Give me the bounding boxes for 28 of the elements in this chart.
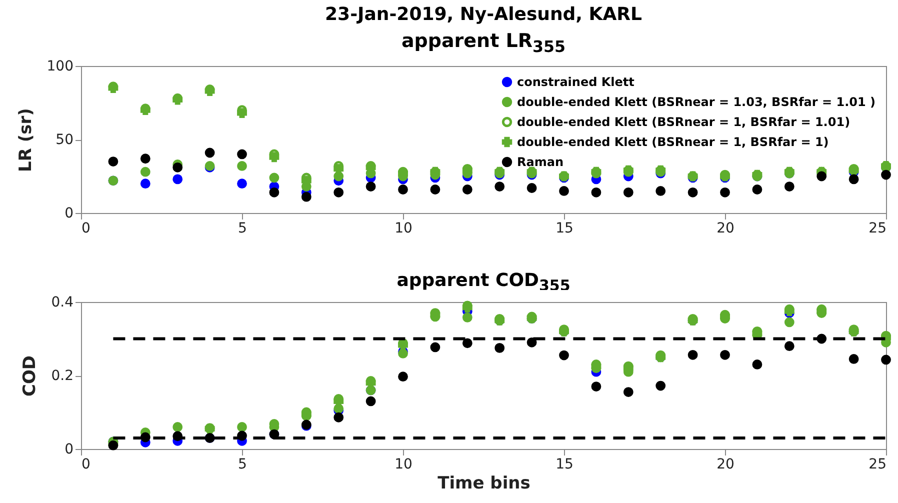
legend-label: double-ended Klett (BSRnear = 1.03, BSRfar = 1.01 ) xyxy=(517,95,876,109)
legend-label: constrained Klett xyxy=(517,75,635,89)
y-tick-label: 100 xyxy=(46,58,74,74)
x-tick-label: 20 xyxy=(716,220,734,236)
x-tick-label: 0 xyxy=(82,456,90,472)
legend-label: double-ended Klett (BSRnear = 1, BSRfar = 1.01) xyxy=(517,115,850,129)
x-tick-label: 10 xyxy=(394,456,412,472)
legend-label: Raman xyxy=(517,155,564,169)
x-tick-label: 5 xyxy=(238,456,247,472)
x-tick-label: 20 xyxy=(716,456,734,472)
x-tick-label: 25 xyxy=(868,456,886,472)
x-tick-label: 15 xyxy=(556,456,574,472)
chart-subtitle: apparent LR$_{355}$ xyxy=(400,30,567,56)
y-axis-title: COD xyxy=(20,355,40,397)
legend-label: double-ended Klett (BSRnear = 1, BSRfar = 1) xyxy=(517,135,829,149)
x-tick-label: 25 xyxy=(868,220,886,236)
chart-title: 23-Jan-2019, Ny-Alesund, KARL xyxy=(324,4,643,25)
y-tick-label: 0.2 xyxy=(51,368,74,384)
x-tick-label: 15 xyxy=(556,220,574,236)
x-tick-label: 5 xyxy=(238,220,247,236)
x-tick-label: 0 xyxy=(82,220,90,236)
y-tick-label: 0 xyxy=(64,442,74,458)
y-tick-label: 50 xyxy=(56,132,74,148)
y-tick-label: 0 xyxy=(64,206,74,222)
x-tick-label: 10 xyxy=(394,220,412,236)
y-tick-label: 0.4 xyxy=(51,294,74,310)
x-axis-title: Time bins xyxy=(438,474,530,494)
y-axis-title: LR (sr) xyxy=(16,108,36,172)
